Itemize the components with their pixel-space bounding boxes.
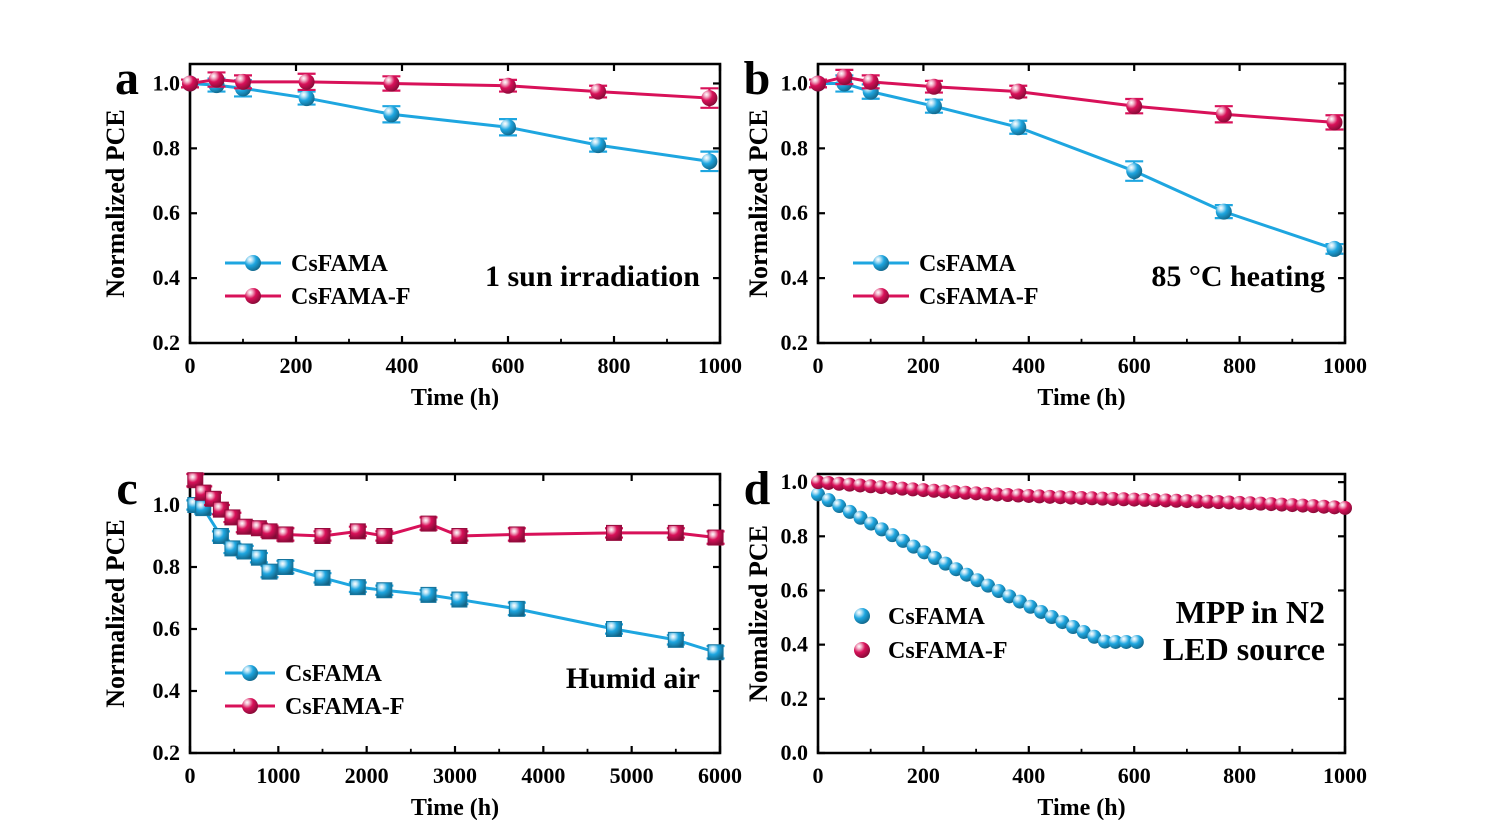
svg-text:CsFAMA: CsFAMA [285, 661, 383, 687]
svg-text:0.4: 0.4 [153, 265, 181, 290]
svg-text:600: 600 [1118, 763, 1151, 788]
svg-text:0.2: 0.2 [153, 740, 181, 765]
svg-text:1000: 1000 [1323, 763, 1367, 788]
svg-text:0.2: 0.2 [781, 686, 809, 711]
svg-text:CsFAMA: CsFAMA [291, 251, 389, 277]
svg-text:0.8: 0.8 [153, 135, 181, 160]
svg-text:Time (h): Time (h) [411, 385, 499, 411]
svg-text:2000: 2000 [345, 763, 389, 788]
svg-text:CsFAMA: CsFAMA [919, 251, 1017, 277]
svg-text:1.0: 1.0 [781, 469, 809, 494]
svg-text:CsFAMA: CsFAMA [888, 604, 986, 630]
svg-text:0.2: 0.2 [153, 330, 181, 355]
svg-text:4000: 4000 [521, 763, 565, 788]
svg-text:1000: 1000 [1323, 353, 1367, 378]
svg-text:CsFAMA-F: CsFAMA-F [285, 694, 405, 720]
svg-text:CsFAMA-F: CsFAMA-F [291, 284, 411, 310]
svg-text:0.6: 0.6 [781, 200, 809, 225]
svg-text:0.6: 0.6 [153, 616, 181, 641]
svg-text:800: 800 [1223, 353, 1256, 378]
svg-text:0.8: 0.8 [153, 554, 181, 579]
svg-text:600: 600 [492, 353, 525, 378]
svg-text:0.2: 0.2 [781, 330, 809, 355]
svg-text:Normalized PCE: Normalized PCE [744, 109, 773, 297]
svg-text:400: 400 [386, 353, 419, 378]
svg-text:a: a [115, 52, 139, 105]
svg-text:b: b [744, 52, 771, 105]
svg-text:200: 200 [280, 353, 313, 378]
svg-text:5000: 5000 [610, 763, 654, 788]
svg-text:1.0: 1.0 [153, 70, 181, 95]
svg-text:0.0: 0.0 [781, 740, 809, 765]
svg-text:Nomalized PCE: Nomalized PCE [744, 525, 773, 702]
svg-text:0: 0 [813, 763, 824, 788]
svg-text:1.0: 1.0 [781, 70, 809, 95]
svg-text:0.4: 0.4 [781, 265, 809, 290]
svg-text:400: 400 [1012, 353, 1045, 378]
svg-text:1 sun irradiation: 1 sun irradiation [485, 260, 700, 293]
svg-text:CsFAMA-F: CsFAMA-F [919, 284, 1039, 310]
svg-text:c: c [116, 462, 137, 515]
svg-text:0: 0 [185, 763, 196, 788]
svg-text:3000: 3000 [433, 763, 477, 788]
svg-text:Normalized PCE: Normalized PCE [101, 519, 130, 707]
svg-text:Time (h): Time (h) [1037, 385, 1125, 411]
svg-text:1000: 1000 [698, 353, 742, 378]
svg-text:0: 0 [185, 353, 196, 378]
svg-text:400: 400 [1012, 763, 1045, 788]
svg-text:Normalized PCE: Normalized PCE [101, 109, 130, 297]
svg-text:Humid air: Humid air [566, 662, 700, 695]
svg-text:0.8: 0.8 [781, 135, 809, 160]
svg-text:0.4: 0.4 [153, 678, 181, 703]
svg-text:Time (h): Time (h) [1037, 795, 1125, 820]
svg-text:0.6: 0.6 [153, 200, 181, 225]
svg-text:0: 0 [813, 353, 824, 378]
svg-text:600: 600 [1118, 353, 1151, 378]
svg-text:800: 800 [598, 353, 631, 378]
svg-text:800: 800 [1223, 763, 1256, 788]
svg-text:1.0: 1.0 [153, 492, 181, 517]
svg-text:1000: 1000 [256, 763, 300, 788]
svg-text:6000: 6000 [698, 763, 742, 788]
svg-text:85 °C heating: 85 °C heating [1151, 260, 1325, 293]
svg-text:0.4: 0.4 [781, 632, 809, 657]
svg-text:0.8: 0.8 [781, 523, 809, 548]
svg-text:Time (h): Time (h) [411, 795, 499, 820]
svg-text:200: 200 [907, 353, 940, 378]
svg-text:d: d [744, 462, 771, 515]
svg-text:0.6: 0.6 [781, 577, 809, 602]
svg-text:CsFAMA-F: CsFAMA-F [888, 638, 1008, 664]
svg-text:200: 200 [907, 763, 940, 788]
